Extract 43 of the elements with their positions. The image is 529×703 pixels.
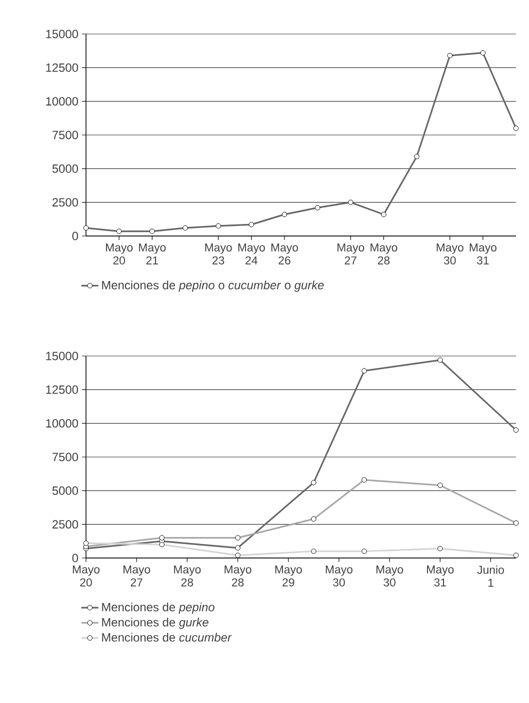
y-tick-label: 0 [72, 232, 78, 240]
x-tick-label: Mayo 20 [106, 244, 133, 264]
point [513, 552, 519, 558]
y-tick-label: 0 [72, 554, 78, 562]
x-tick-label: Mayo 30 [326, 566, 352, 586]
y-tick-label: 15000 [46, 352, 78, 360]
y-tick-label: 12500 [46, 63, 78, 72]
y-tick-label: 12500 [46, 385, 78, 394]
x-tick-label: Mayo 28 [224, 566, 252, 586]
x-tick-label: Mayo 23 [205, 244, 232, 264]
x-tick-label: Mayo 27 [124, 566, 150, 586]
point [159, 542, 165, 548]
x-tick-label: Mayo 31 [470, 244, 496, 264]
y-tick-label: 2500 [52, 198, 78, 207]
legend-label: Menciones de pepino o cucumber o gurke [102, 280, 324, 292]
y-tick-label: 7500 [52, 130, 78, 140]
y-tick-label: 10000 [46, 97, 78, 106]
x-tick-label: Mayo 24 [238, 244, 265, 264]
x-tick-label: Junio 1 [477, 566, 504, 587]
x-tick-label: Mayo 26 [271, 244, 298, 264]
legend-label: Menciones de cucumber [102, 632, 232, 642]
x-tick-label: Mayo 28 [370, 244, 398, 264]
x-tick-label: Mayo 21 [139, 244, 166, 264]
point [235, 552, 240, 558]
point [311, 548, 316, 554]
point [83, 540, 89, 546]
y-tick-label: 10000 [46, 419, 78, 428]
y-tick-label: 5000 [52, 164, 78, 173]
legend-label: Menciones de gurke [102, 618, 208, 629]
x-tick-label: Mayo 27 [338, 244, 364, 264]
x-tick-label: Mayo 20 [72, 566, 100, 586]
point [437, 546, 443, 552]
y-tick-label: 2500 [52, 520, 78, 529]
legend-label: Menciones de pepino [102, 602, 214, 614]
x-tick-label: Mayo 31 [427, 566, 454, 586]
point [362, 548, 367, 554]
y-tick-label: 7500 [52, 452, 78, 462]
x-tick-label: Mayo 30 [376, 566, 404, 586]
x-tick-label: Mayo 28 [174, 566, 201, 586]
y-tick-label: 15000 [46, 30, 78, 38]
x-tick-label: Mayo 30 [436, 244, 464, 264]
y-tick-label: 5000 [52, 486, 78, 495]
x-tick-label: Mayo 29 [275, 566, 302, 586]
